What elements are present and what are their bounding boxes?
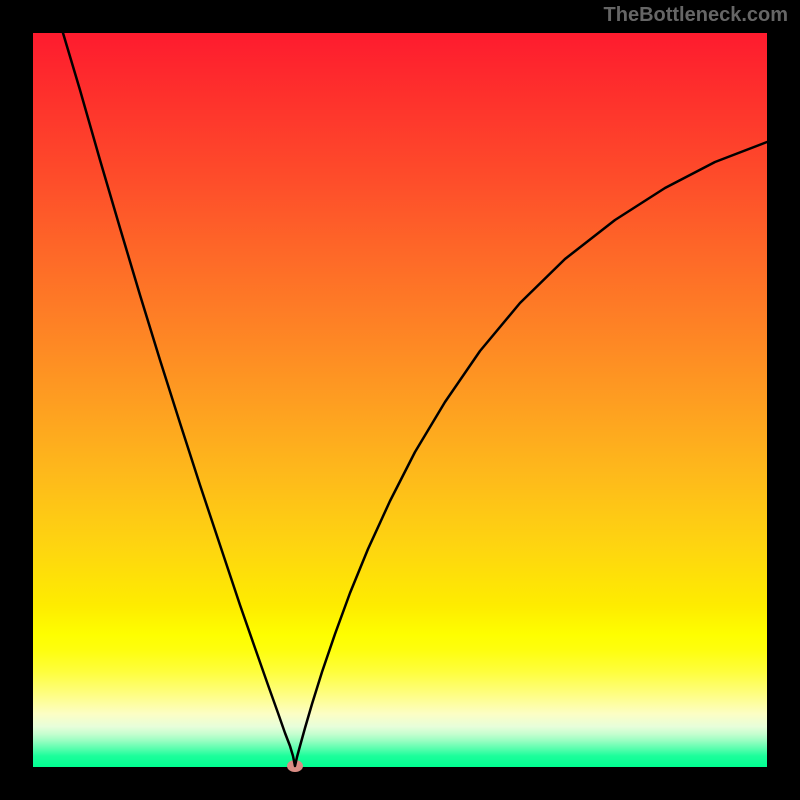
- curve-svg: [0, 0, 800, 800]
- bottleneck-curve: [63, 33, 767, 766]
- watermark: TheBottleneck.com: [604, 4, 788, 27]
- chart-container: TheBottleneck.com: [0, 0, 800, 800]
